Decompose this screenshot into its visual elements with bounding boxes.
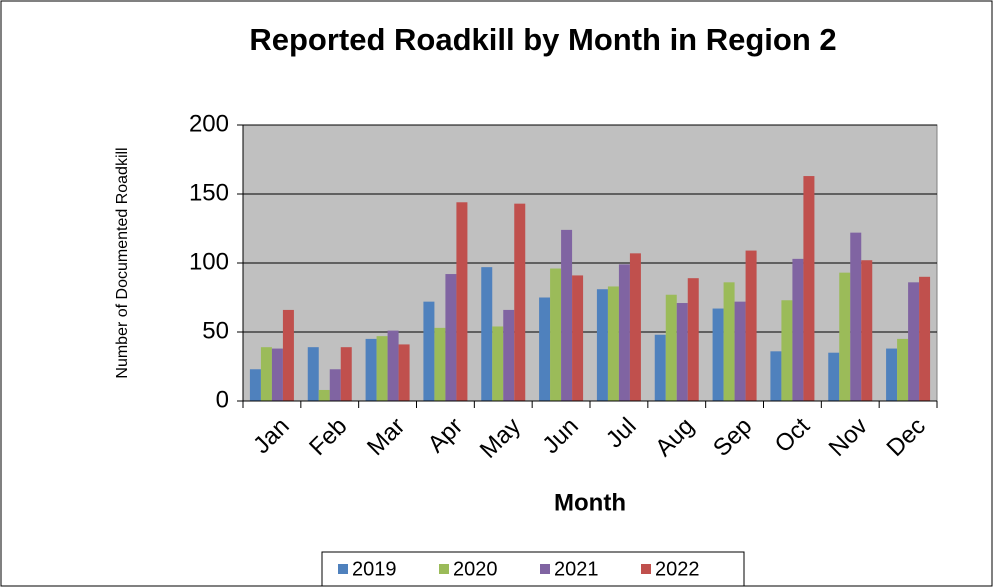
bar <box>861 260 873 401</box>
legend-swatch <box>540 564 550 574</box>
bar <box>387 330 399 401</box>
bar <box>456 202 468 401</box>
bar <box>687 278 699 401</box>
bar <box>886 348 898 401</box>
chart-title: Reported Roadkill by Month in Region 2 <box>249 22 836 57</box>
bar <box>781 300 793 401</box>
legend-swatch <box>439 564 449 574</box>
bar <box>340 347 352 401</box>
bar <box>596 289 608 401</box>
bar <box>850 232 862 401</box>
bar <box>712 308 724 401</box>
bar <box>271 348 283 401</box>
legend-swatch <box>641 564 651 574</box>
bar <box>618 264 630 401</box>
bar <box>828 352 840 401</box>
bar <box>839 272 851 401</box>
bar <box>665 294 677 401</box>
legend-label: 2019 <box>352 558 397 580</box>
legend-box <box>321 551 745 587</box>
legend-label: 2021 <box>554 558 599 580</box>
bar <box>919 276 931 401</box>
y-tick-label: 50 <box>202 317 229 344</box>
bar <box>260 347 272 401</box>
x-axis-label: Month <box>554 489 626 516</box>
bar <box>492 326 504 401</box>
bar <box>723 282 735 401</box>
bar <box>445 274 457 401</box>
bar <box>307 347 319 401</box>
y-tick-label: 150 <box>189 179 229 206</box>
bar <box>423 301 435 401</box>
y-tick-label: 200 <box>189 110 229 137</box>
y-axis-label: Number of Documented Roadkill <box>114 147 131 378</box>
bar <box>654 334 666 401</box>
bar <box>908 282 920 401</box>
bar <box>629 253 641 401</box>
bar <box>434 327 446 401</box>
bar <box>503 309 515 401</box>
bar <box>607 286 619 401</box>
bar <box>398 344 410 401</box>
bar <box>329 369 341 401</box>
bar <box>282 309 294 401</box>
bar <box>770 351 782 401</box>
bar <box>481 267 493 401</box>
bar <box>539 297 551 401</box>
bar <box>897 338 909 401</box>
bar <box>572 275 584 401</box>
legend-label: 2022 <box>655 558 700 580</box>
bar <box>365 338 377 401</box>
bar <box>376 336 388 401</box>
bar <box>249 369 261 401</box>
bar <box>318 389 330 401</box>
bar <box>734 301 746 401</box>
bar <box>745 250 757 401</box>
bar <box>676 303 688 401</box>
y-tick-label: 100 <box>189 248 229 275</box>
bar <box>514 203 526 401</box>
legend-swatch <box>338 564 348 574</box>
bar <box>803 176 815 401</box>
bar <box>792 258 804 401</box>
bar <box>561 229 573 401</box>
y-tick-label: 0 <box>216 386 229 413</box>
bar <box>550 268 562 401</box>
legend-label: 2020 <box>453 558 498 580</box>
